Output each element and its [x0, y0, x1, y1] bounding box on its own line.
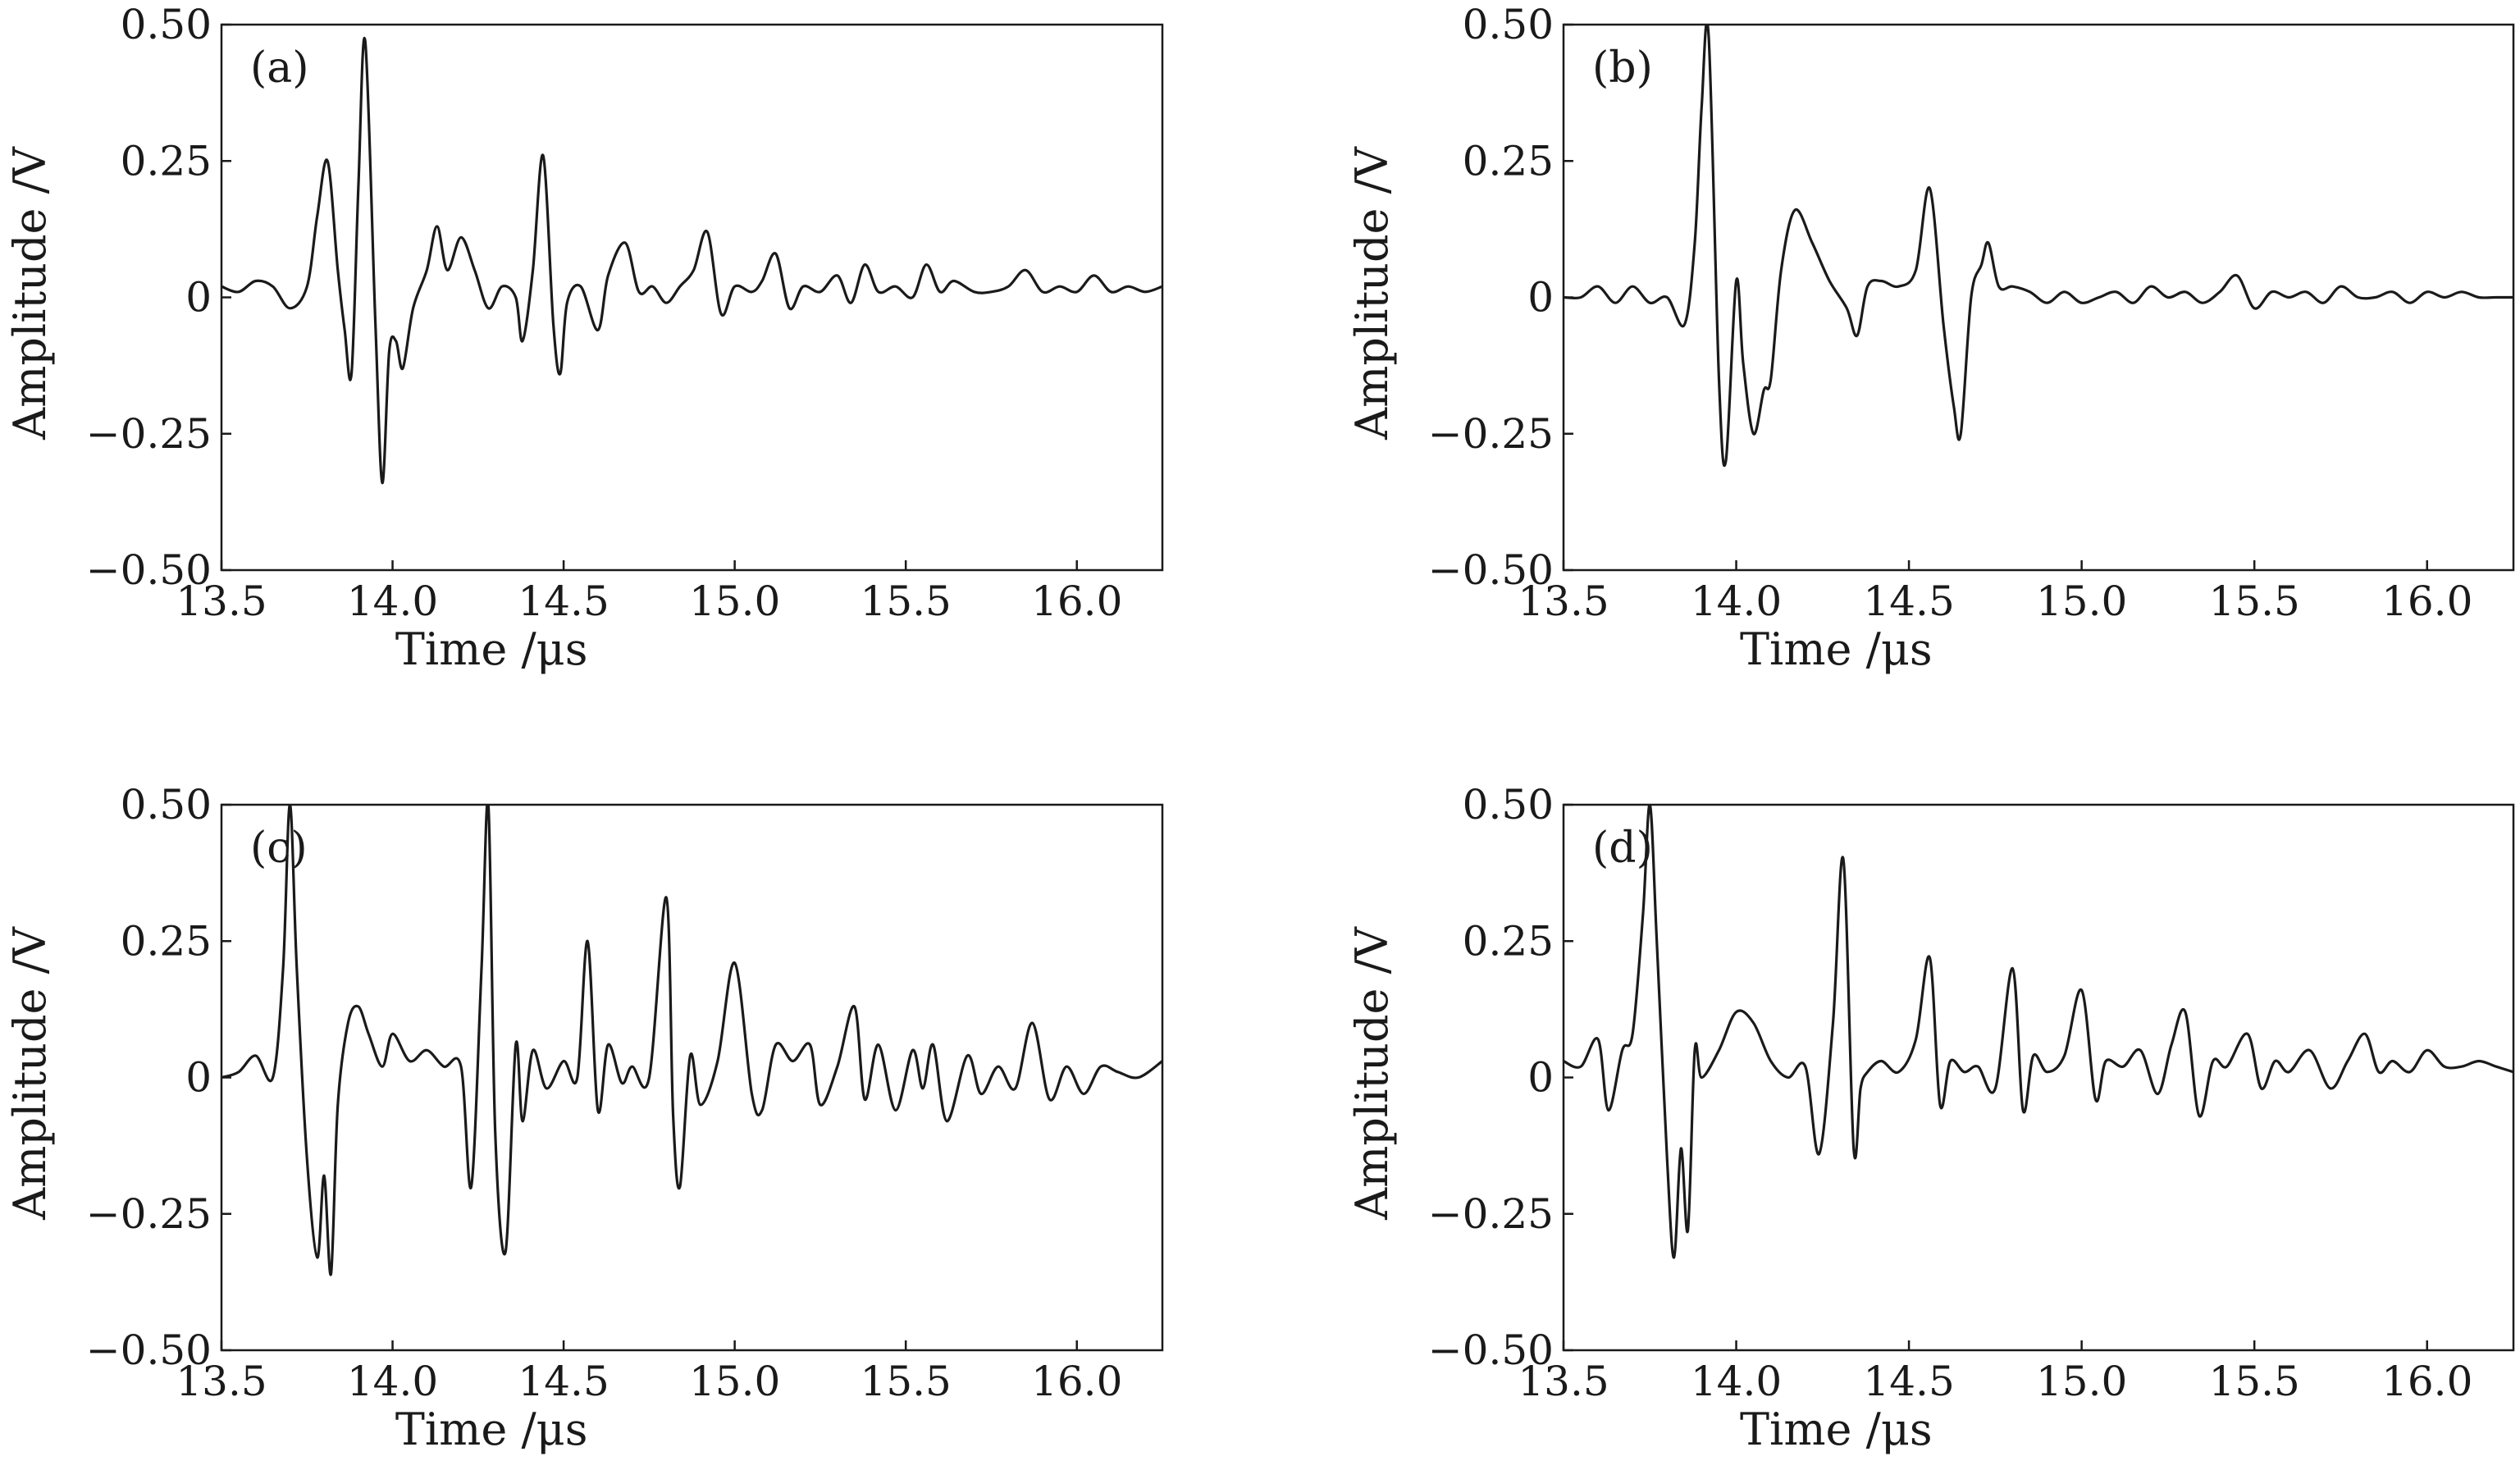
x-tick-label-c: 15.5 [861, 1358, 952, 1405]
waveform-line-c [221, 805, 1162, 1276]
y-tick-label-a: 0.50 [121, 1, 212, 48]
y-tick-label-b: 0 [1527, 274, 1554, 322]
plot-frame-c [220, 803, 1164, 1352]
x-tick-label-c: 15.0 [689, 1358, 780, 1405]
waveform-line-d [1564, 805, 2513, 1259]
x-tick-label-b: 13.5 [1518, 578, 1609, 625]
x-tick-label-a: 15.5 [861, 578, 952, 625]
x-tick-label-c: 13.5 [176, 1358, 267, 1405]
y-tick-label-d: 0.25 [1463, 917, 1554, 965]
y-tick-label-c: 0.50 [121, 781, 212, 829]
x-tick-label-a: 16.0 [1031, 578, 1122, 625]
x-tick-label-d: 14.5 [1863, 1358, 1954, 1405]
y-tick-label-d: −0.50 [1428, 1326, 1554, 1374]
x-tick-label-a: 14.5 [518, 578, 609, 625]
x-tick-label-c: 14.0 [347, 1358, 438, 1405]
x-tick-label-a: 15.0 [689, 578, 780, 625]
plot-frame-d [1562, 803, 2515, 1352]
panel-label-b: (b) [1592, 43, 1653, 93]
x-tick-label-c: 14.5 [518, 1358, 609, 1405]
x-tick-label-d: 15.0 [2036, 1358, 2127, 1405]
y-axis-label-c: Amplitude /V [4, 926, 56, 1221]
y-tick-label-b: 0.50 [1463, 1, 1554, 48]
x-tick-label-d: 15.5 [2209, 1358, 2300, 1405]
y-tick-label-d: 0 [1527, 1054, 1554, 1102]
y-axis-label-a: Amplitude /V [4, 146, 56, 441]
x-tick-label-b: 16.0 [2381, 578, 2472, 625]
waveform-line-b [1564, 25, 2513, 468]
x-tick-label-a: 13.5 [176, 578, 267, 625]
panel-label-a: (a) [250, 43, 309, 93]
y-tick-label-c: 0 [185, 1054, 212, 1102]
x-tick-label-d: 14.0 [1691, 1358, 1782, 1405]
y-tick-label-c: −0.50 [86, 1326, 212, 1374]
y-axis-label-b: Amplitude /V [1346, 146, 1398, 441]
x-tick-label-b: 14.5 [1863, 578, 1954, 625]
x-tick-label-d: 16.0 [2381, 1358, 2472, 1405]
y-tick-label-a: 0.25 [121, 137, 212, 185]
y-tick-label-b: −0.25 [1428, 410, 1554, 458]
y-tick-label-c: 0.25 [121, 917, 212, 965]
x-tick-label-b: 14.0 [1691, 578, 1782, 625]
x-tick-label-b: 15.5 [2209, 578, 2300, 625]
x-axis-label-c: Time /μs [395, 1404, 588, 1455]
panel-label-d: (d) [1592, 824, 1653, 873]
x-axis-label-d: Time /μs [1740, 1404, 1933, 1455]
y-tick-label-a: −0.50 [86, 546, 212, 594]
panel-label-c: (c) [250, 824, 308, 873]
y-tick-label-a: 0 [185, 274, 212, 322]
x-tick-label-c: 16.0 [1031, 1358, 1122, 1405]
y-tick-label-d: 0.50 [1463, 781, 1554, 829]
x-tick-label-b: 15.0 [2036, 578, 2127, 625]
plot-frame-a [220, 23, 1164, 572]
y-tick-label-b: 0.25 [1463, 137, 1554, 185]
y-tick-label-d: −0.25 [1428, 1190, 1554, 1238]
y-axis-label-d: Amplitude /V [1346, 926, 1398, 1221]
x-tick-label-d: 13.5 [1518, 1358, 1609, 1405]
y-tick-label-b: −0.50 [1428, 546, 1554, 594]
y-tick-label-a: −0.25 [86, 410, 212, 458]
y-tick-label-c: −0.25 [86, 1190, 212, 1238]
waveform-line-a [221, 37, 1162, 485]
x-axis-label-b: Time /μs [1740, 623, 1933, 675]
x-axis-label-a: Time /μs [395, 623, 588, 675]
x-tick-label-a: 14.0 [347, 578, 438, 625]
